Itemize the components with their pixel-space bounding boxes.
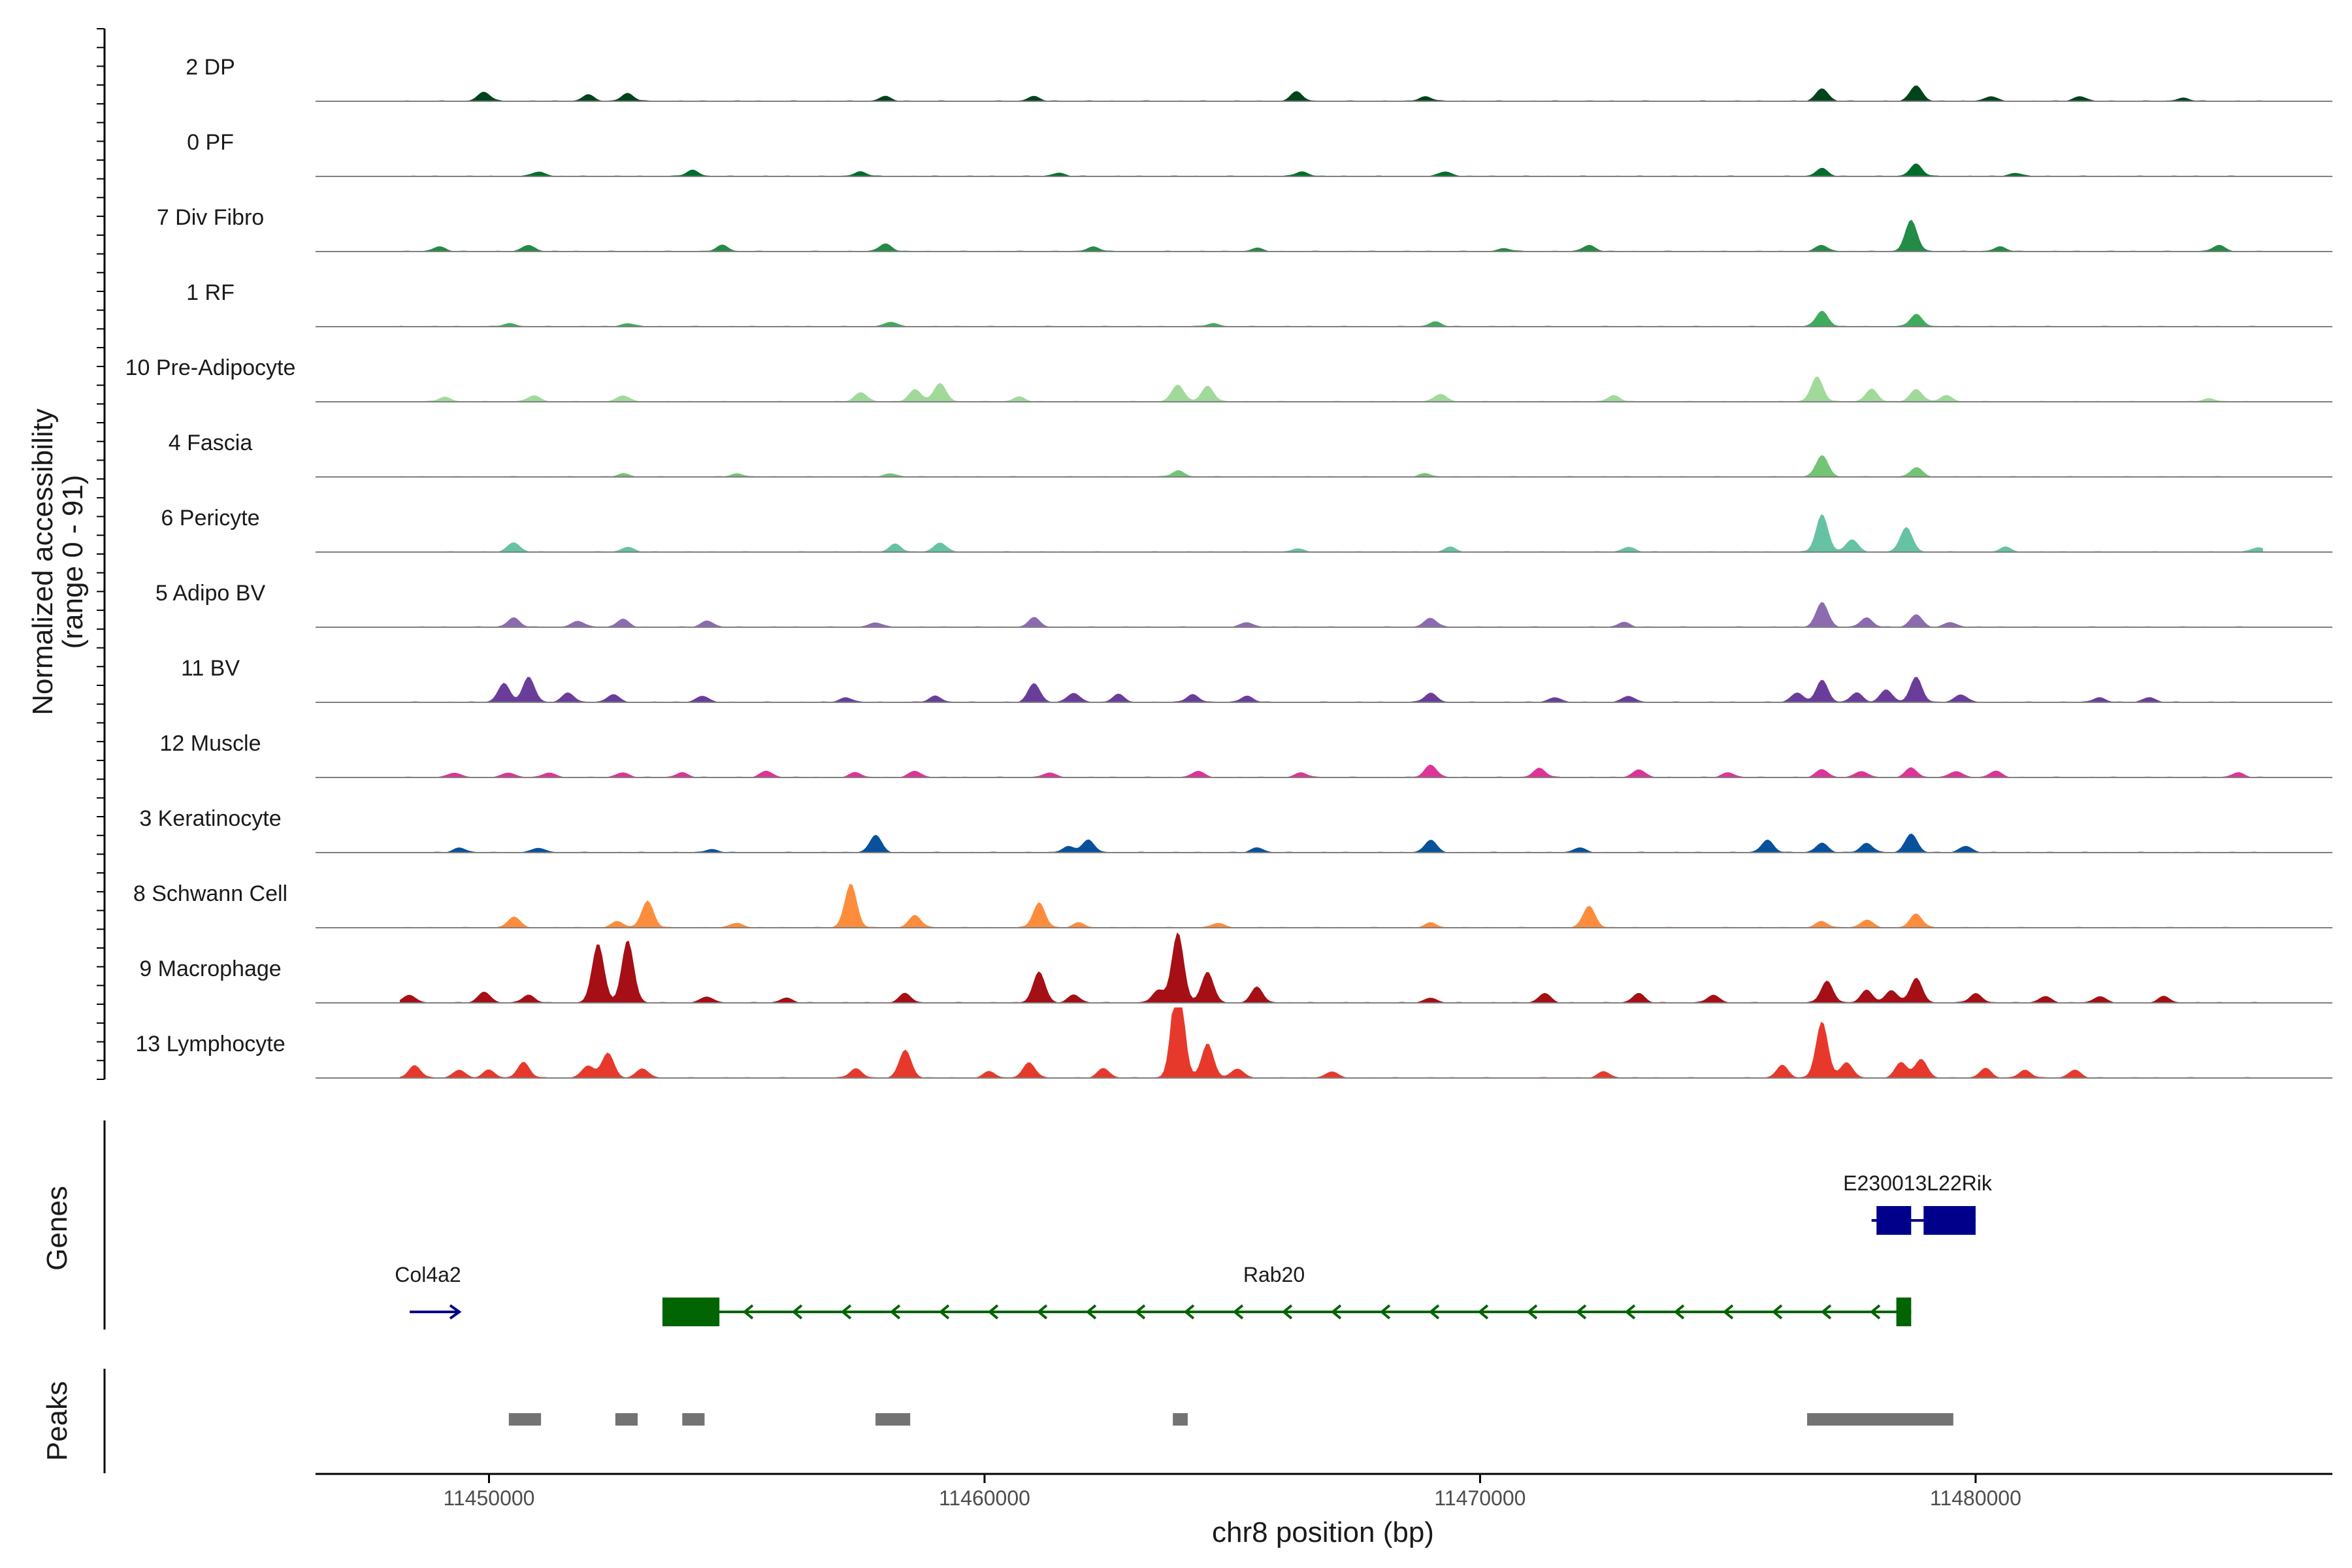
x-tick-label: 11460000 <box>939 1486 1030 1510</box>
strand-chevron <box>1722 1304 1734 1320</box>
track-signal-area <box>399 1007 2263 1078</box>
track-label: 8 Schwann Cell <box>133 881 287 906</box>
strand-chevron <box>1330 1304 1342 1320</box>
accessibility-tracks: 2 DP 0 PF 7 Div Fibro 1 RF 10 Pre-Adipocyte 4… <box>125 55 2332 1079</box>
peaks-track-label: Peaks <box>41 1381 73 1461</box>
strand-chevron <box>840 1304 852 1320</box>
gene-exon <box>662 1298 720 1326</box>
strand-chevron <box>1379 1304 1391 1320</box>
gene-model: Rab20 <box>662 1263 1912 1326</box>
track-label: 1 RF <box>186 280 235 305</box>
track-label: 3 Keratinocyte <box>139 806 281 831</box>
track-signal-area <box>399 833 2263 853</box>
gene-name-label: E230013L22Rik <box>1843 1171 1993 1195</box>
track-signal-area <box>399 764 2263 777</box>
track-row: 6 Pericyte <box>161 506 2332 553</box>
track-signal-area <box>399 514 2263 552</box>
track-signal-area <box>399 163 2263 176</box>
strand-chevron <box>1085 1304 1097 1320</box>
track-signal-area <box>399 676 2263 702</box>
gene-exon <box>1896 1298 1912 1326</box>
gene-exon <box>1923 1206 1976 1235</box>
accessibility-y-axis <box>97 28 106 1080</box>
strand-chevron <box>1771 1304 1783 1320</box>
track-row: 0 PF <box>187 130 2332 177</box>
y-axis-title-line2: (range 0 - 91) <box>57 475 89 649</box>
peak-region <box>1173 1413 1188 1426</box>
track-label: 2 DP <box>186 55 235 80</box>
x-axis: 11450000 11460000 11470000 11480000 <box>316 1473 2332 1510</box>
strand-chevron <box>791 1304 803 1320</box>
strand-chevron <box>1036 1304 1048 1320</box>
strand-chevron <box>1232 1304 1244 1320</box>
gene-exon <box>1876 1206 1912 1235</box>
strand-chevron <box>1575 1304 1587 1320</box>
strand-chevron <box>1526 1304 1538 1320</box>
track-label: 4 Fascia <box>169 431 253 455</box>
strand-chevron <box>1281 1304 1293 1320</box>
track-row: 2 DP <box>186 55 2332 102</box>
peak-track <box>103 1369 1953 1473</box>
gene-track: Col4a2 Rab20 E230013L22Rik <box>103 1120 1993 1330</box>
track-row: 5 Adipo BV <box>155 581 2332 628</box>
track-row: 4 Fascia <box>169 431 2332 478</box>
strand-chevron <box>1820 1304 1832 1320</box>
strand-chevron <box>1183 1304 1195 1320</box>
track-label: 12 Muscle <box>160 731 261 756</box>
gene-name-label: Col4a2 <box>395 1263 461 1286</box>
track-row: 8 Schwann Cell <box>133 881 2332 928</box>
strand-chevron <box>742 1304 754 1320</box>
track-signal-area <box>399 310 2263 327</box>
gene-model: E230013L22Rik <box>1843 1171 1993 1235</box>
x-axis-title: chr8 position (bp) <box>1212 1516 1434 1548</box>
x-tick-label: 11480000 <box>1930 1486 2021 1510</box>
strand-chevron <box>1428 1304 1440 1320</box>
peak-region <box>682 1413 705 1426</box>
strand-arrow <box>449 1304 462 1320</box>
strand-chevron <box>987 1304 999 1320</box>
track-row: 11 BV <box>181 656 2332 703</box>
x-tick-label: 11450000 <box>443 1486 534 1510</box>
track-label: 0 PF <box>187 130 234 155</box>
track-signal-area <box>399 220 2263 252</box>
peak-region <box>875 1413 911 1426</box>
strand-chevron <box>1673 1304 1685 1320</box>
track-label: 9 Macrophage <box>139 956 281 981</box>
track-signal-area <box>399 85 2263 101</box>
strand-chevron <box>1477 1304 1489 1320</box>
track-label: 6 Pericyte <box>161 506 259 531</box>
track-row: 1 RF <box>186 280 2332 327</box>
strand-chevron <box>1869 1304 1881 1320</box>
gene-name-label: Rab20 <box>1243 1263 1305 1286</box>
x-tick-label: 11470000 <box>1434 1486 1526 1510</box>
track-row: 10 Pre-Adipocyte <box>125 355 2332 402</box>
track-row: 3 Keratinocyte <box>139 806 2332 853</box>
peak-region <box>1807 1413 1953 1426</box>
peak-region <box>508 1413 542 1426</box>
track-row: 7 Div Fibro <box>157 205 2332 252</box>
track-label: 13 Lymphocyte <box>135 1032 285 1056</box>
genes-track-label: Genes <box>41 1186 73 1271</box>
strand-chevron <box>1624 1304 1636 1320</box>
peak-region <box>615 1413 638 1426</box>
strand-chevron <box>889 1304 901 1320</box>
track-label: 5 Adipo BV <box>155 581 266 606</box>
track-signal-area <box>399 602 2263 627</box>
track-row: 13 Lymphocyte <box>135 1007 2332 1079</box>
track-row: 9 Macrophage <box>139 932 2332 1004</box>
track-label: 11 BV <box>181 656 240 681</box>
track-label: 7 Div Fibro <box>157 205 264 230</box>
track-label: 10 Pre-Adipocyte <box>125 355 296 380</box>
track-row: 12 Muscle <box>160 731 2332 778</box>
gene-model: Col4a2 <box>395 1263 462 1320</box>
track-signal-area <box>399 884 2263 928</box>
track-signal-area <box>399 455 2263 477</box>
track-signal-area <box>399 932 2263 1003</box>
strand-chevron <box>938 1304 950 1320</box>
track-signal-area <box>399 376 2263 402</box>
y-axis-title-line1: Normalized accessibility <box>27 408 59 715</box>
strand-chevron <box>1134 1304 1146 1320</box>
